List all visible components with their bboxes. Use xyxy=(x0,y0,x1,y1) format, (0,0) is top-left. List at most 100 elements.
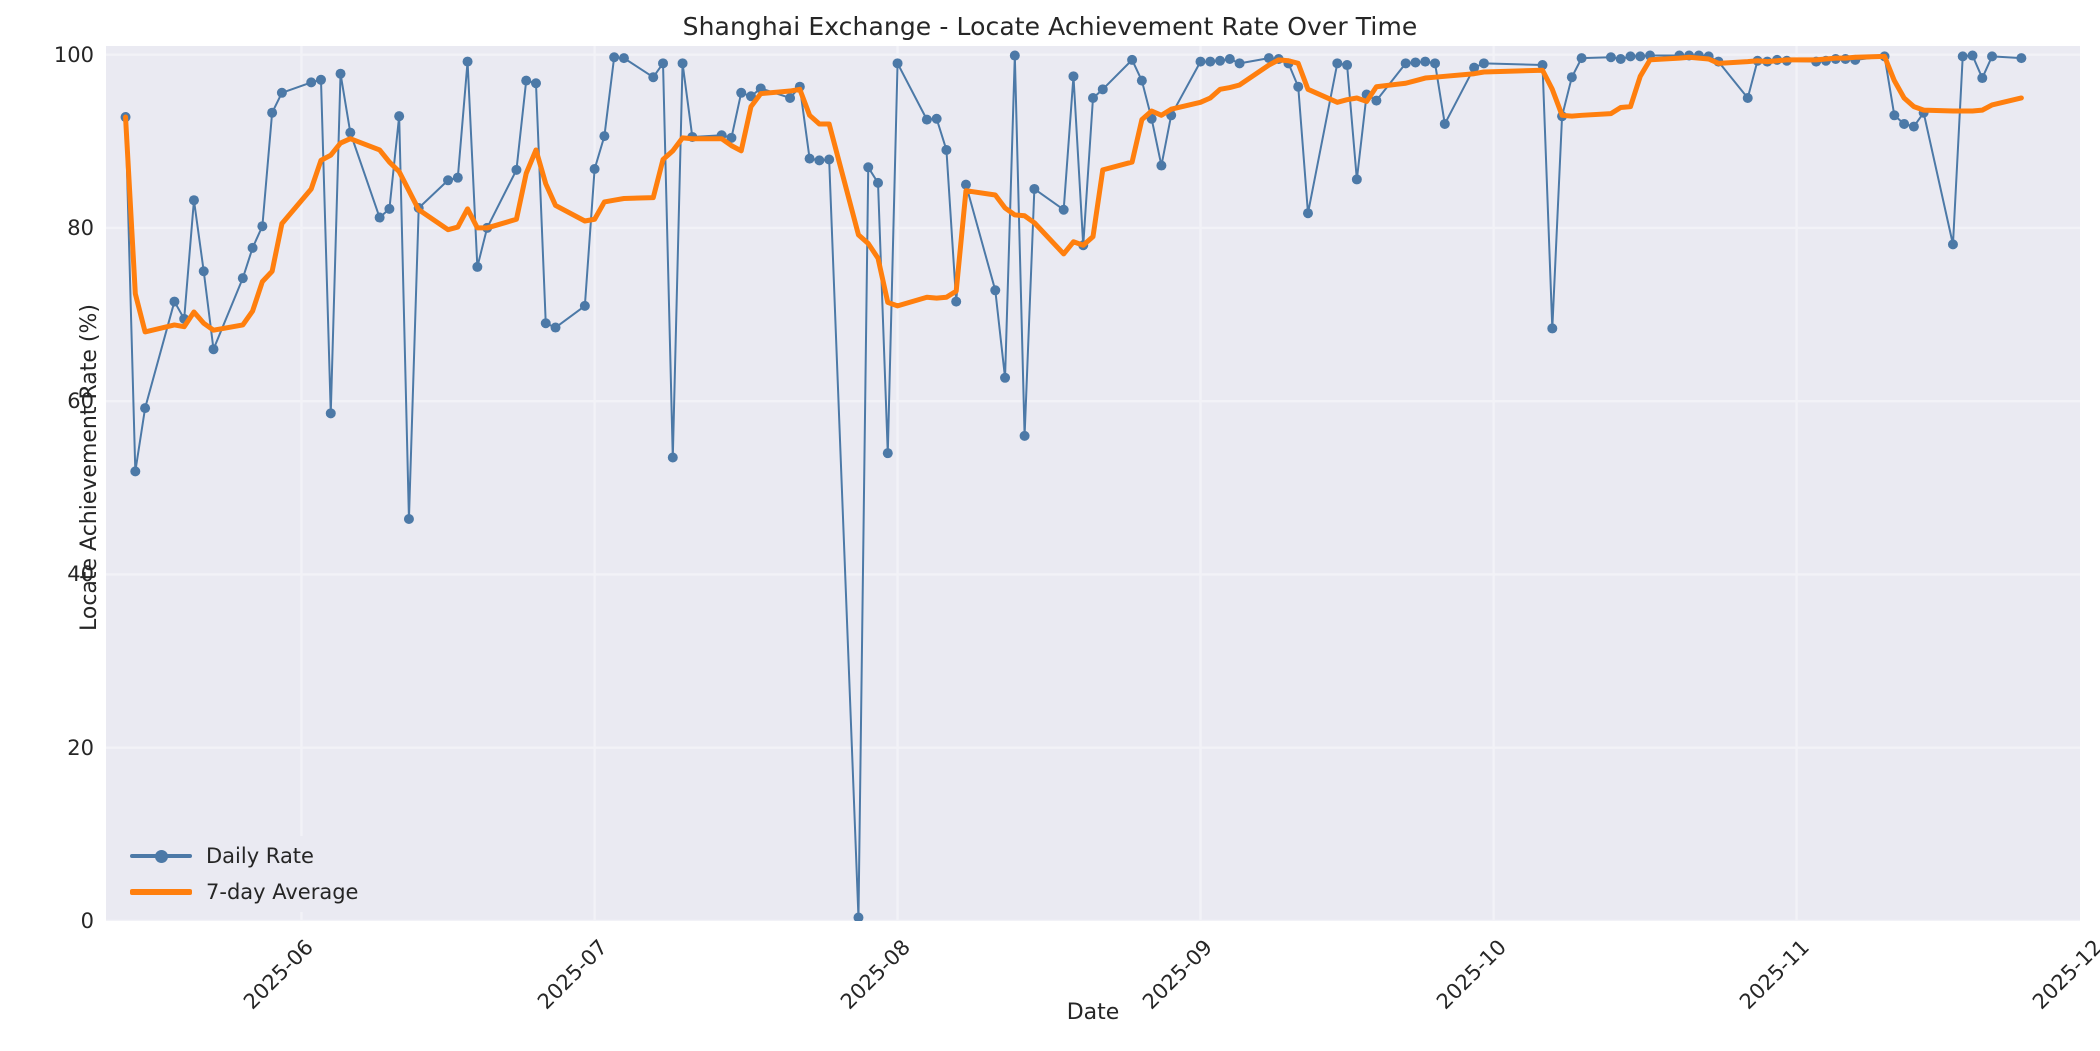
data-point-marker xyxy=(345,127,356,138)
data-point-marker xyxy=(736,87,747,98)
data-point-marker xyxy=(824,154,835,165)
data-point-marker xyxy=(745,91,756,102)
data-point-marker xyxy=(208,344,219,355)
data-point-marker xyxy=(1635,51,1646,62)
data-point-marker xyxy=(1410,57,1421,68)
data-point-marker xyxy=(1068,71,1079,82)
plot-area: Daily Rate 7-day Average xyxy=(106,46,2080,921)
x-axis-title: Date xyxy=(1066,1000,1120,1025)
data-point-marker xyxy=(1097,84,1108,95)
data-point-marker xyxy=(1351,174,1362,185)
data-point-marker xyxy=(198,266,209,277)
data-point-marker xyxy=(443,175,454,186)
data-point-marker xyxy=(990,285,1001,296)
data-point-marker xyxy=(1547,323,1558,334)
data-point-marker xyxy=(335,68,346,79)
data-point-marker xyxy=(1215,55,1226,66)
x-tick-label: 2025-09 xyxy=(1138,935,1218,1015)
data-point-marker xyxy=(648,72,659,83)
data-point-marker xyxy=(1127,54,1138,65)
data-point-marker xyxy=(384,203,395,214)
data-point-marker xyxy=(1224,54,1235,64)
data-point-marker xyxy=(374,212,385,223)
y-tick-label: 100 xyxy=(53,42,94,67)
data-point-marker xyxy=(1957,51,1968,62)
data-point-marker xyxy=(579,300,590,311)
data-point-marker xyxy=(1234,58,1245,69)
data-point-marker xyxy=(1478,58,1489,69)
data-point-marker xyxy=(1625,51,1636,62)
data-point-marker xyxy=(1439,118,1450,129)
data-point-marker xyxy=(472,261,483,272)
daily-rate-line xyxy=(124,54,2023,919)
data-point-marker xyxy=(1400,58,1411,69)
x-tick-label: 2025-06 xyxy=(239,935,319,1015)
data-point-marker xyxy=(1195,56,1206,67)
y-tick-label: 60 xyxy=(67,389,94,414)
data-point-marker xyxy=(677,58,688,69)
data-point-marker xyxy=(1136,75,1147,86)
x-tick-label: 2025-08 xyxy=(835,935,915,1015)
x-tick-label: 2025-07 xyxy=(532,935,612,1015)
data-point-marker xyxy=(1977,73,1988,84)
data-point-marker xyxy=(1019,430,1030,441)
data-point-marker xyxy=(1947,239,1958,250)
seven-day-average-line xyxy=(123,53,2024,335)
data-point-marker xyxy=(1566,72,1577,83)
data-point-marker xyxy=(941,144,952,155)
data-point-marker xyxy=(599,131,610,142)
data-point-marker xyxy=(462,56,473,67)
data-point-marker xyxy=(1009,50,1020,61)
data-point-marker xyxy=(530,78,541,89)
data-point-marker xyxy=(814,155,825,166)
data-point-marker xyxy=(1205,56,1216,67)
data-point-marker xyxy=(1156,160,1167,171)
data-point-marker xyxy=(306,77,317,88)
data-point-marker xyxy=(1605,52,1616,63)
legend-item[interactable]: 7-day Average xyxy=(130,880,358,904)
data-point-marker xyxy=(140,403,151,414)
data-point-marker xyxy=(550,322,561,333)
data-point-marker xyxy=(921,114,932,125)
data-point-marker xyxy=(169,296,180,307)
data-point-marker xyxy=(1908,121,1919,132)
data-point-marker xyxy=(325,408,336,419)
data-point-marker xyxy=(1899,118,1910,129)
data-point-marker xyxy=(667,452,678,463)
data-point-marker xyxy=(1469,62,1480,73)
data-point-marker xyxy=(658,58,669,69)
data-point-marker xyxy=(1967,50,1978,61)
y-tick-label: 20 xyxy=(67,735,94,760)
data-point-marker xyxy=(130,466,141,477)
data-point-marker xyxy=(873,177,884,188)
data-point-marker xyxy=(951,296,962,307)
y-tick-label: 80 xyxy=(67,215,94,240)
data-point-marker xyxy=(276,87,287,98)
data-point-marker xyxy=(267,107,278,118)
data-point-marker xyxy=(188,195,199,206)
legend-item[interactable]: Daily Rate xyxy=(130,844,358,868)
data-point-marker xyxy=(609,52,620,63)
y-tick-label: 40 xyxy=(67,562,94,587)
data-point-marker xyxy=(1430,58,1441,69)
legend-swatch-icon xyxy=(130,844,192,868)
data-point-marker xyxy=(237,273,248,284)
data-point-marker xyxy=(882,448,893,459)
data-point-marker xyxy=(726,132,737,143)
chart-title: Shanghai Exchange - Locate Achievement R… xyxy=(682,12,1418,41)
data-point-marker xyxy=(853,912,864,921)
legend-label: 7-day Average xyxy=(206,880,359,904)
data-point-marker xyxy=(1058,204,1069,215)
data-point-marker xyxy=(589,164,600,175)
data-point-marker xyxy=(1302,208,1313,219)
data-point-marker xyxy=(1029,183,1040,194)
data-point-marker xyxy=(618,53,629,64)
data-point-marker xyxy=(540,318,551,329)
series-layer xyxy=(120,50,2027,921)
y-tick-label: 0 xyxy=(80,909,94,933)
data-point-marker xyxy=(1342,60,1353,71)
data-point-marker xyxy=(2016,53,2027,64)
legend-swatch-icon xyxy=(130,880,192,904)
data-point-marker xyxy=(1742,92,1753,103)
data-point-marker xyxy=(804,153,815,164)
